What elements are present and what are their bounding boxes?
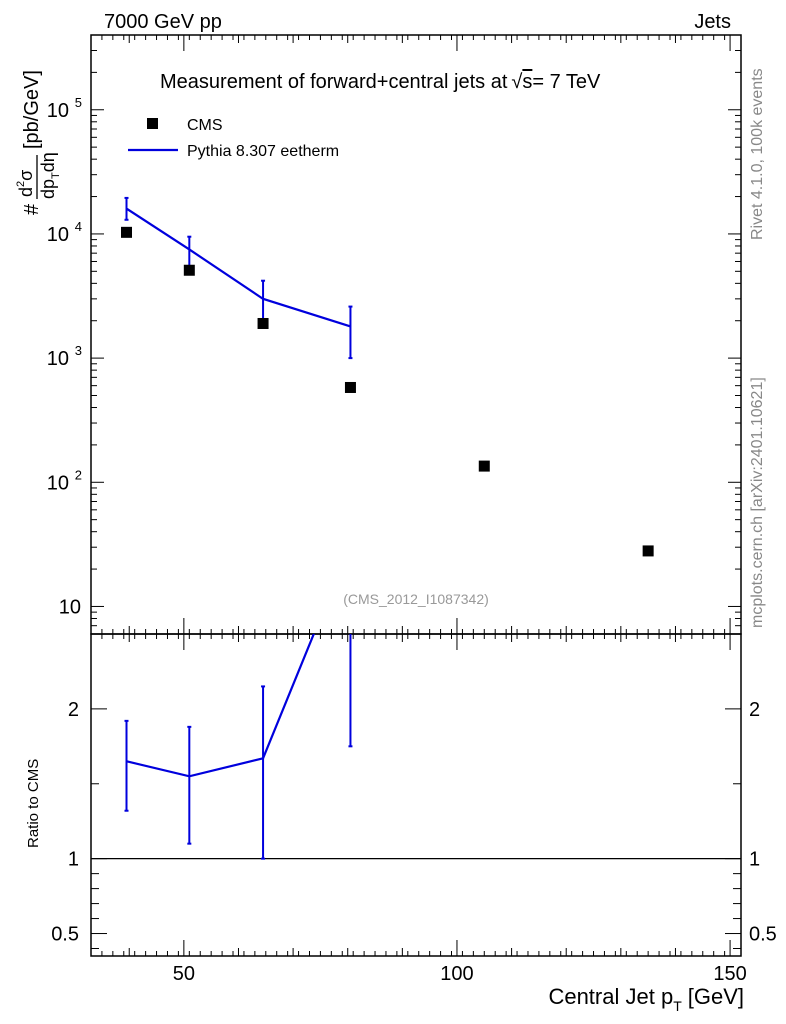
main-y-tick-exponent: 3	[75, 343, 82, 358]
svg-text:#: #	[21, 203, 43, 215]
ylabel-denominator: dpTdη	[38, 152, 62, 199]
main-y-tick-label: 10	[47, 472, 69, 494]
x-axis-label: Central Jet pT [GeV]	[548, 984, 744, 1014]
ratio-series-line	[126, 634, 315, 778]
side-rivet-label: Rivet 4.1.0, 100k events	[749, 68, 766, 240]
chart-title: Measurement of forward+central jets at √s…	[160, 71, 601, 93]
main-y-tick-label: 10	[47, 224, 69, 246]
main-data-layer	[121, 196, 654, 557]
sqrt-symbol: √	[511, 71, 522, 93]
x-tick-labels: 50 100 150	[173, 963, 747, 985]
main-y-tick-exponent: 2	[75, 467, 82, 482]
cms-data-point	[183, 264, 195, 276]
ratio-data-layer	[91, 634, 741, 860]
x-tick-label: 100	[440, 963, 473, 985]
legend-cms-marker	[147, 118, 158, 129]
ratio-y-tick-label-left: 0.5	[51, 924, 79, 946]
cms-data-point	[257, 317, 269, 329]
legend-cms-label: CMS	[187, 117, 223, 134]
side-mcplots-label: mcplots.cern.ch [arXiv:2401.10621]	[749, 377, 766, 628]
header-energy-label: 7000 GeV pp	[104, 11, 222, 33]
header-category-label: Jets	[694, 11, 731, 33]
legend-pythia-label: Pythia 8.307 eetherm	[187, 143, 339, 160]
cms-data-point	[344, 381, 356, 393]
ratio-y-tick-label-left: 2	[68, 699, 79, 721]
ratio-panel-frame	[90, 633, 742, 957]
ratio-axis-ticks	[91, 634, 741, 956]
ratio-y-tick-label-right: 2	[749, 699, 760, 721]
main-y-tick-label: 10	[59, 596, 81, 618]
pythia-series-line	[125, 207, 351, 328]
main-y-tick-label: 10	[47, 348, 69, 370]
ratio-y-axis-label: Ratio to CMS	[25, 759, 42, 848]
ratio-y-tick-label-left: 1	[68, 849, 79, 871]
svg-text:[pb/GeV]: [pb/GeV]	[21, 70, 43, 149]
analysis-id-label: (CMS_2012_I1087342)	[343, 591, 489, 607]
cms-data-point	[478, 460, 490, 472]
main-y-tick-label: 10	[47, 100, 69, 122]
ratio-y-tick-labels: 0.5 0.5 1 1 2 2	[51, 699, 777, 946]
main-y-tick-exponent: 5	[75, 95, 82, 110]
ratio-y-tick-label-right: 0.5	[749, 924, 777, 946]
ratio-y-tick-label-right: 1	[749, 849, 760, 871]
main-y-axis-label: # d2σ dpTdη [pb/GeV]	[15, 70, 62, 215]
main-axis-ticks	[91, 34, 741, 635]
legend: CMS Pythia 8.307 eetherm	[128, 117, 339, 160]
cms-data-point	[121, 226, 133, 238]
main-y-tick-labels: 10 10 2 10 3 10 4 10 5	[47, 95, 82, 619]
cms-data-point	[642, 545, 654, 557]
x-tick-label: 50	[173, 963, 195, 985]
x-tick-label: 150	[713, 963, 746, 985]
main-y-tick-exponent: 4	[75, 219, 82, 234]
ylabel-numerator: d2σ	[15, 170, 36, 197]
